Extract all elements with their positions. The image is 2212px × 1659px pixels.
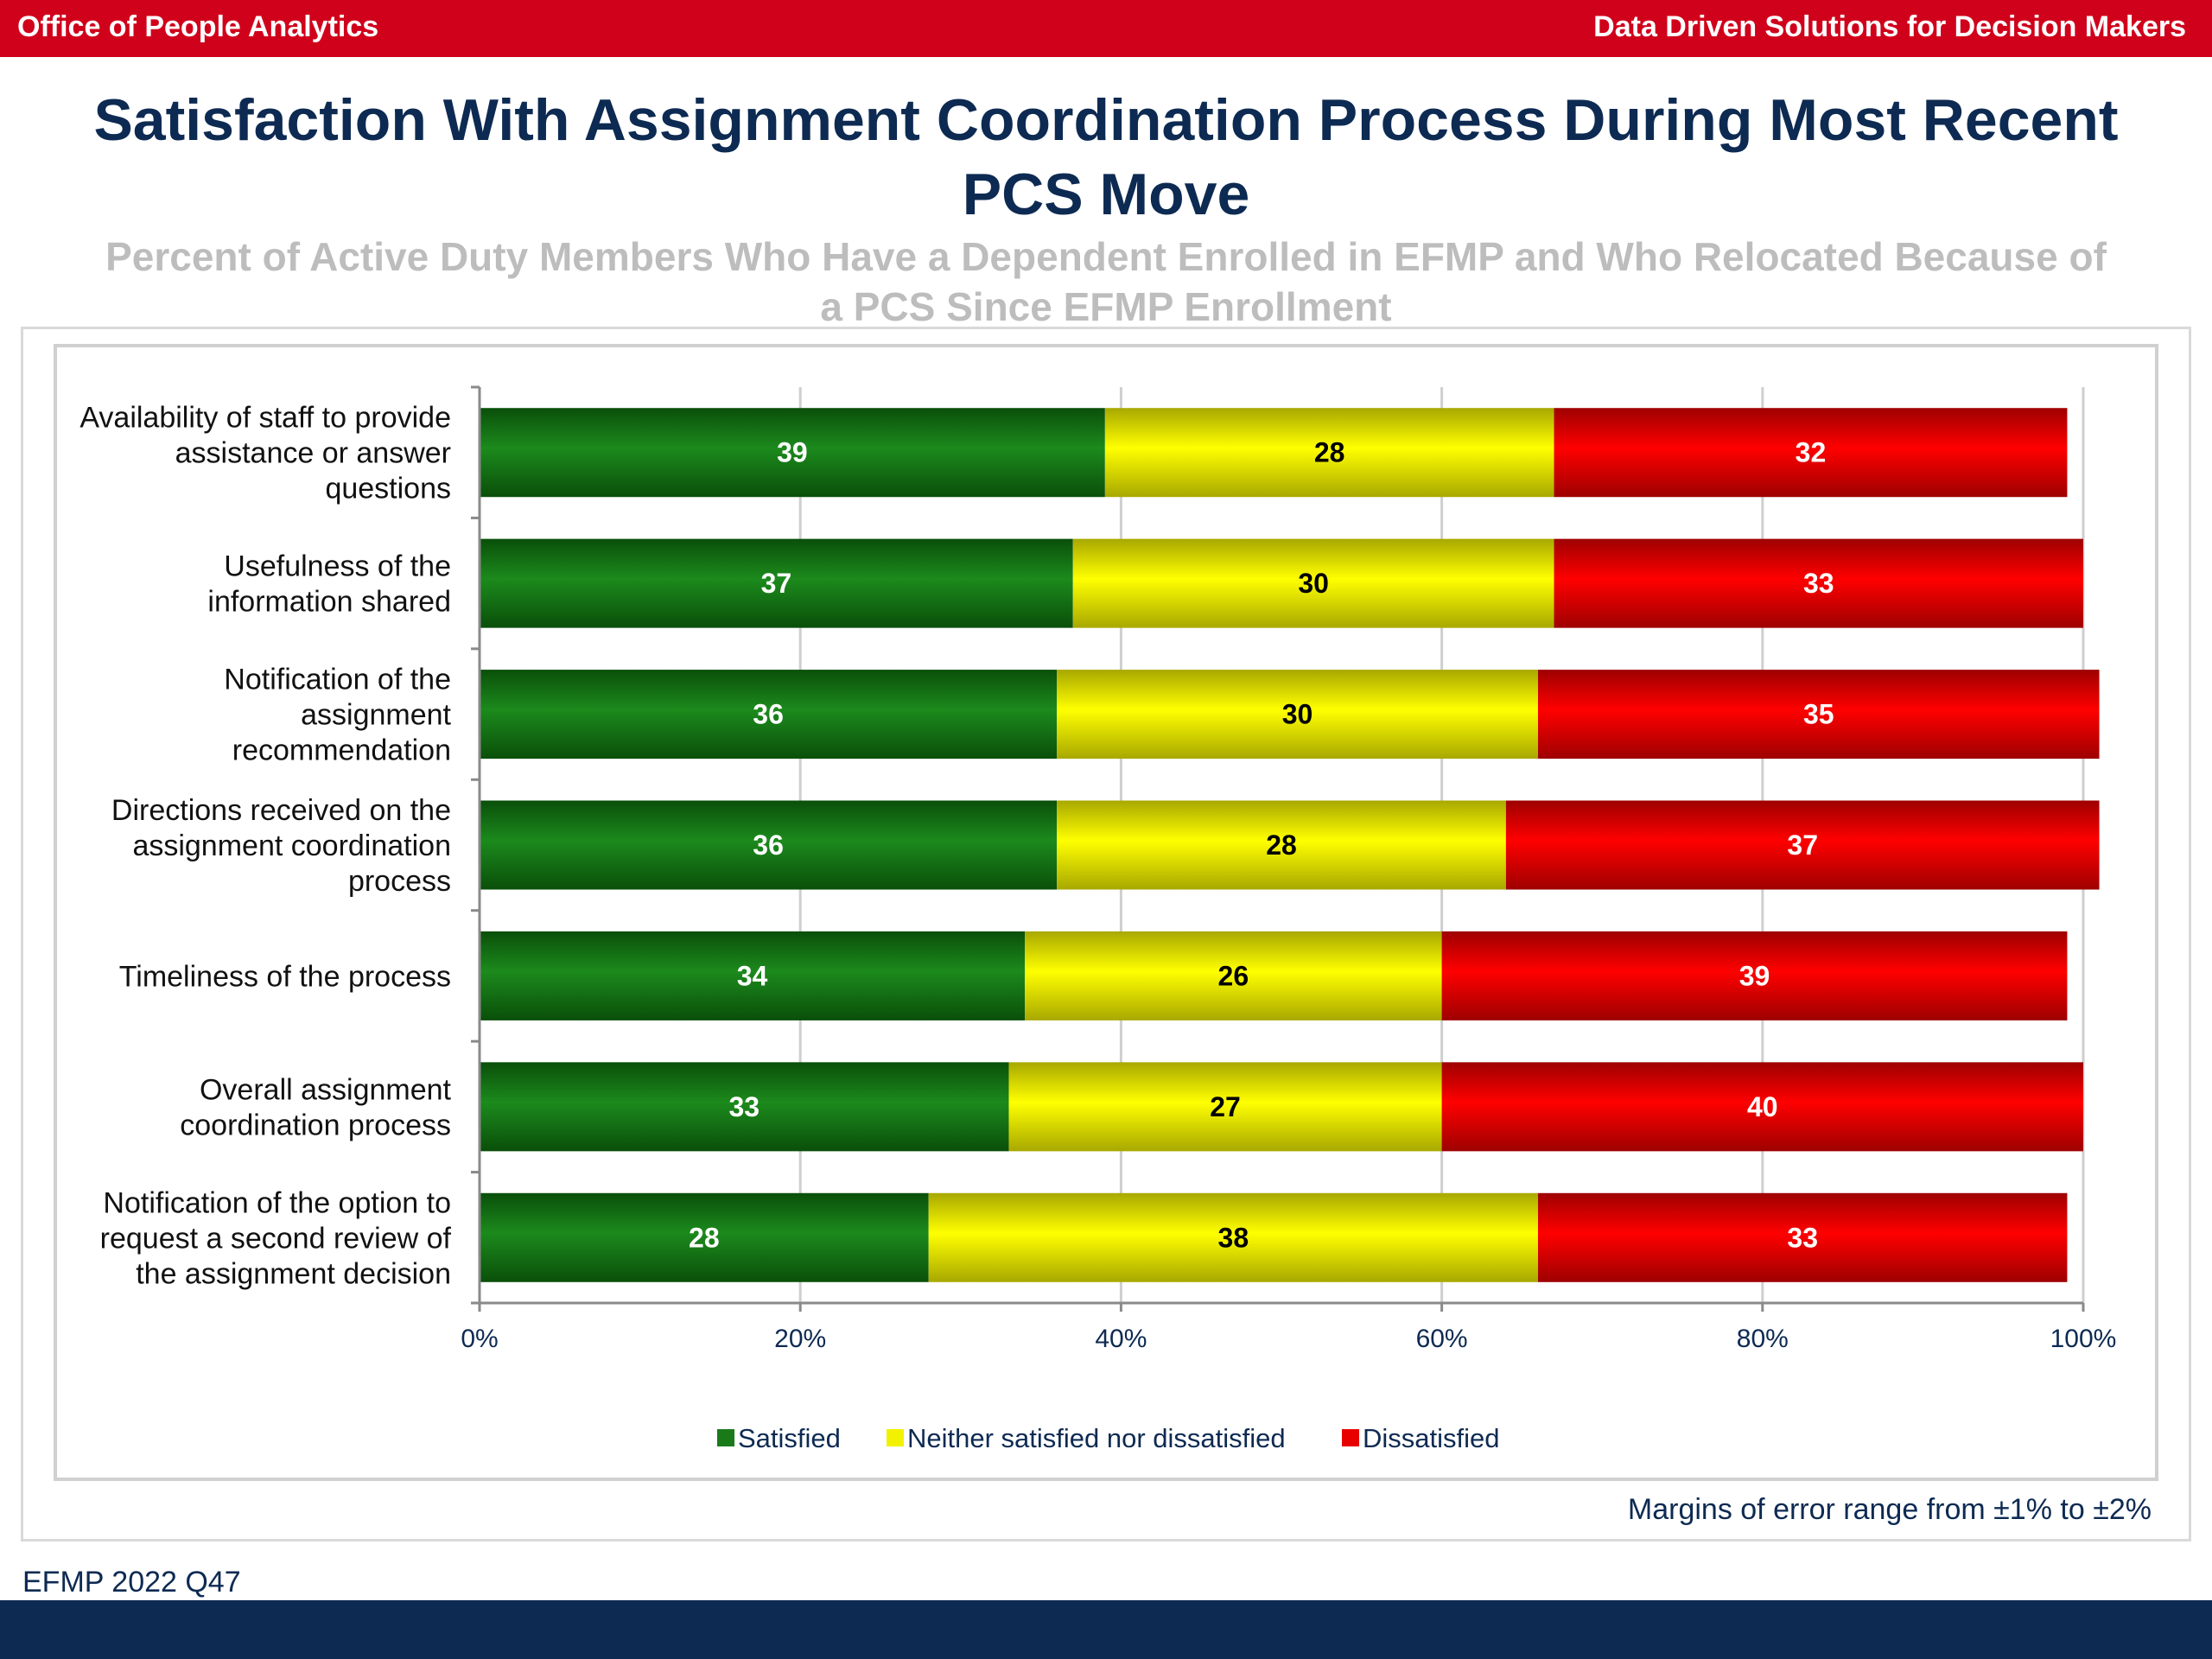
footer-bar (0, 1600, 2212, 1659)
category-label: the assignment decision (136, 1257, 451, 1290)
category-label: process (348, 865, 451, 898)
header-right-text: Data Driven Solutions for Decision Maker… (1593, 10, 2186, 43)
x-tick-label: 0% (461, 1325, 498, 1353)
category-label: Timeliness of the process (119, 960, 451, 993)
data-label: 28 (1314, 437, 1345, 468)
data-label: 33 (1803, 568, 1834, 599)
bar-segment (480, 800, 1058, 890)
bar-segment (1537, 1192, 2068, 1282)
x-tick-label: 80% (1737, 1325, 1789, 1353)
bar-segment (1104, 408, 1554, 498)
header-bar: Office of People Analytics Data Driven S… (0, 0, 2212, 57)
data-label: 38 (1218, 1222, 1249, 1253)
chart-subtitle: Percent of Active Duty Members Who Have … (17, 232, 2195, 332)
data-label: 30 (1298, 568, 1329, 599)
data-label: 36 (753, 699, 784, 730)
data-label: 33 (728, 1091, 760, 1122)
bar-segment (1057, 800, 1506, 890)
data-label: 28 (1266, 830, 1297, 861)
data-label: 35 (1803, 699, 1834, 730)
legend-label: Dissatisfied (1363, 1423, 1500, 1453)
chart-title: Satisfaction With Assignment Coordinatio… (17, 83, 2195, 232)
legend-swatch (1342, 1429, 1359, 1446)
x-tick-label: 60% (1416, 1325, 1468, 1353)
header-left-text: Office of People Analytics (17, 10, 379, 43)
bar-segment (1441, 931, 2068, 1020)
category-label: Notification of the option to (103, 1186, 451, 1219)
data-label: 32 (1796, 437, 1827, 468)
bar-segment (480, 670, 1058, 760)
category-label: Notification of the (224, 664, 451, 696)
data-label: 30 (1282, 699, 1313, 730)
legend-swatch (717, 1429, 734, 1446)
bar-segment (480, 538, 1073, 628)
x-tick-label: 40% (1095, 1325, 1147, 1353)
legend-swatch (887, 1429, 904, 1446)
bar-segment (480, 408, 1105, 498)
chart-title-line: Satisfaction With Assignment Coordinatio… (93, 87, 2119, 153)
category-label: Usefulness of the (224, 550, 451, 583)
data-label: 34 (737, 960, 768, 991)
bar-segment (480, 1192, 929, 1282)
category-label: recommendation (232, 734, 451, 767)
data-label: 39 (777, 437, 808, 468)
data-label: 37 (1787, 830, 1818, 861)
bar-segment (480, 1062, 1009, 1152)
category-label: coordination process (180, 1109, 451, 1141)
source-note: EFMP 2022 Q47 (22, 1566, 241, 1599)
bar-segment (1057, 670, 1538, 760)
chart-outer-frame (21, 327, 2191, 1541)
category-label: request a second review of (100, 1222, 452, 1255)
chart-title-line: PCS Move (962, 162, 1250, 227)
bar-segment (1441, 1062, 2083, 1152)
category-label: assignment (301, 699, 451, 732)
bar-segment (480, 931, 1026, 1020)
legend-label: Satisfied (738, 1423, 841, 1453)
bar-segment (1008, 1062, 1442, 1152)
category-label: Directions received on the (111, 794, 451, 827)
x-tick-label: 20% (774, 1325, 826, 1353)
category-label: questions (325, 473, 451, 505)
data-label: 37 (761, 568, 792, 599)
bar-segment (1554, 408, 2068, 498)
category-label: assignment coordination (132, 830, 451, 862)
category-label: information shared (207, 586, 451, 619)
bar-segment (1025, 931, 1442, 1020)
chart-subtitle-line: a PCS Since EFMP Enrollment (820, 284, 1392, 329)
legend-label: Neither satisfied nor dissatisfied (907, 1423, 1286, 1453)
chart-subtitle-line: Percent of Active Duty Members Who Have … (105, 234, 2107, 279)
data-label: 36 (753, 830, 784, 861)
bar-segment (1505, 800, 2100, 890)
data-label: 26 (1218, 960, 1249, 991)
bar-segment (1537, 670, 2100, 760)
category-label: Availability of staff to provide (79, 402, 451, 435)
category-label: assistance or answer (175, 437, 451, 470)
bar-segment (1554, 538, 2083, 628)
category-label: Overall assignment (200, 1073, 452, 1106)
data-label: 33 (1787, 1222, 1818, 1253)
x-tick-label: 100% (2050, 1325, 2117, 1353)
data-label: 28 (689, 1222, 720, 1253)
data-label: 40 (1747, 1091, 1778, 1122)
data-label: 27 (1210, 1091, 1241, 1122)
data-label: 39 (1739, 960, 1770, 991)
margin-of-error-note: Margins of error range from ±1% to ±2% (1627, 1493, 2152, 1526)
bar-segment (928, 1192, 1538, 1282)
chart-plot-frame (54, 344, 2158, 1481)
bar-segment (1072, 538, 1554, 628)
